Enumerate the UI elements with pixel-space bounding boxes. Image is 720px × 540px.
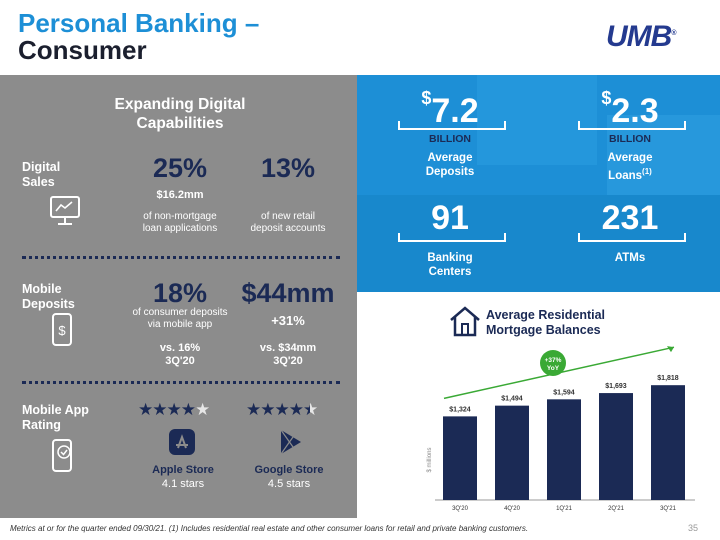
atms-value: 231 [601, 199, 659, 237]
star-icon: ★ [195, 400, 210, 419]
star-icon: ★ [246, 400, 261, 419]
star-icon: ★ [180, 400, 196, 419]
growth-badge-value: +37% [545, 357, 562, 364]
monitor-chart-icon [50, 196, 80, 225]
digital-sales-loan-pct: 25% [152, 153, 208, 183]
x-tick-label: 3Q'21 [660, 506, 676, 512]
bar [443, 416, 477, 500]
bar-value-label: $1,818 [657, 375, 679, 382]
mobile-deposits-pct-vs: vs. 16% 3Q'20 [159, 342, 201, 367]
bar-value-label: $1,594 [553, 389, 575, 396]
phone-check-icon [52, 439, 72, 472]
x-tick-label: 3Q'20 [452, 506, 468, 512]
svg-text:$: $ [58, 323, 66, 338]
star-icon: ★ [152, 400, 167, 419]
bracket [578, 121, 686, 130]
divider [22, 256, 340, 259]
star-icon: ★ [274, 400, 290, 419]
digital-sales-loan-amount: $16.2mm [156, 189, 204, 201]
y-axis-label: $ millions [427, 447, 433, 472]
google-play-icon [280, 429, 301, 455]
google-store-name: Google Store [254, 464, 324, 476]
footprint-panel [357, 75, 720, 292]
star-icon: ★ [260, 400, 275, 419]
page-title: Personal Banking – Consumer [18, 8, 260, 65]
footnote: Metrics at or for the quarter ended 09/3… [10, 524, 529, 533]
umb-logo: UMB® [606, 20, 677, 53]
page-number: 35 [688, 523, 699, 533]
star-icon: ★ [166, 400, 182, 419]
phone-dollar-icon: $ [52, 313, 72, 346]
banking-centers-value: 91 [431, 199, 469, 237]
mortgage-chart-title: Average Residential Mortgage Balances [486, 308, 606, 337]
atms-label: ATMs [614, 252, 646, 264]
mobile-deposits-amount-vs: vs. $34mm 3Q'20 [259, 342, 317, 367]
bar [599, 393, 633, 500]
banking-centers-label: Banking Centers [427, 252, 473, 278]
bar [547, 399, 581, 500]
bar [651, 385, 685, 500]
bracket [578, 233, 686, 242]
digital-sales-deposit-desc: of new retail deposit accounts [250, 211, 326, 234]
growth-arrowhead [667, 346, 674, 353]
mobile-deposits-pct-desc: of consumer deposits via mobile app [132, 307, 228, 330]
bar-value-label: $1,324 [449, 406, 471, 413]
avg-loans-label: Average Loans(1) [607, 152, 653, 182]
bar-value-label: $1,693 [605, 383, 627, 390]
avg-deposits-label: Average Deposits [425, 152, 475, 178]
office-background-graphic [357, 75, 720, 292]
mobile-deposits-pct: 18% [152, 278, 208, 308]
avg-loans-unit: BILLION [609, 133, 651, 145]
x-tick-label: 4Q'20 [504, 506, 520, 512]
bar-value-label: $1,494 [501, 396, 523, 403]
digital-sales-label: Digital Sales [22, 160, 61, 189]
mobile-deposits-amount: $44mm [241, 278, 335, 308]
star-icon: ★ [303, 400, 318, 419]
digital-sales-deposit-pct: 13% [260, 153, 316, 183]
mobile-deposits-label: Mobile Deposits [22, 282, 75, 311]
avg-deposits-value: $7.2 [421, 88, 479, 130]
bracket [398, 121, 506, 130]
growth-badge-label: YoY [547, 365, 560, 372]
divider [22, 381, 340, 384]
app-store-icon [169, 429, 195, 455]
apple-star-rating: ★★★★★ [138, 400, 210, 420]
avg-deposits-unit: BILLION [429, 133, 471, 145]
star-icon: ★ [288, 400, 304, 419]
bracket [398, 233, 506, 242]
avg-loans-value: $2.3 [601, 88, 659, 130]
bar [495, 405, 529, 500]
app-rating-label: Mobile App Rating [22, 403, 89, 432]
x-tick-label: 1Q'21 [556, 506, 572, 512]
house-icon [450, 306, 480, 337]
mobile-deposits-growth: +31% [271, 313, 305, 328]
x-tick-label: 2Q'21 [608, 506, 624, 512]
left-heading: Expanding Digital Capabilities [114, 96, 246, 132]
digital-sales-loan-desc: of non-mortgage loan applications [142, 211, 218, 234]
google-star-rating: ★★★★★ [246, 400, 318, 420]
apple-store-stars: 4.1 stars [161, 478, 205, 490]
growth-badge [540, 350, 566, 376]
apple-store-name: Apple Store [152, 464, 214, 476]
google-store-stars: 4.5 stars [267, 478, 311, 490]
star-icon: ★ [138, 400, 153, 419]
mortgage-balance-chart: $ millions $1,324 3Q'20 $1,494 4Q'20 $1,594 1Q… [427, 346, 695, 512]
